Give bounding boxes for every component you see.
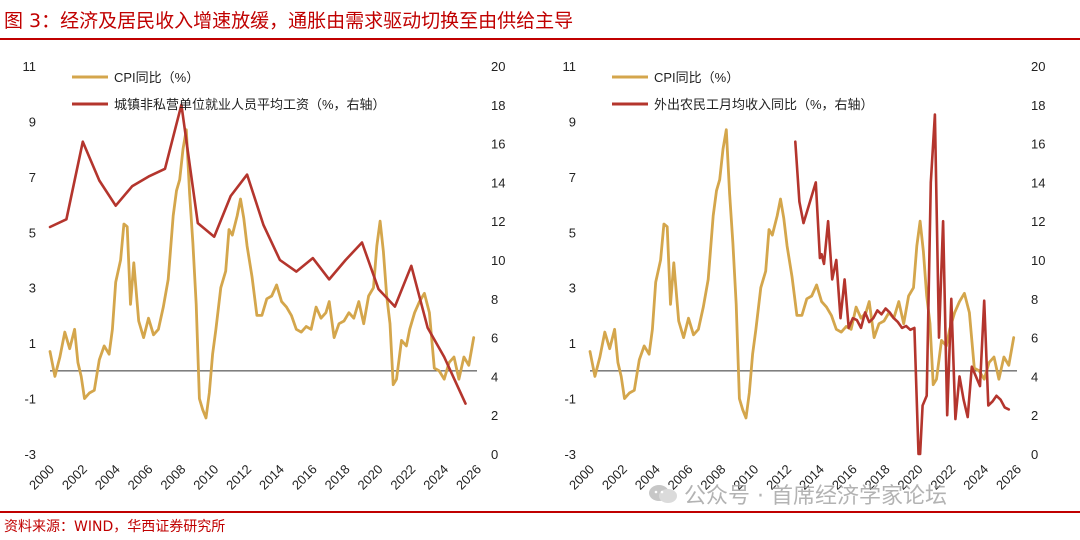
y-left-tick-label: 1 — [569, 336, 576, 351]
x-tick-label: 2010 — [190, 462, 221, 493]
x-tick-label: 2026 — [993, 462, 1024, 493]
y-right-tick-label: 2 — [1031, 408, 1038, 423]
y-right-tick-label: 16 — [1031, 137, 1045, 152]
y-left-tick-label: 5 — [29, 225, 36, 240]
y-right-tick-label: 18 — [491, 98, 505, 113]
y-right-tick-label: 8 — [491, 292, 498, 307]
x-tick-label: 2002 — [599, 462, 630, 493]
y-right-tick-label: 10 — [491, 253, 505, 268]
y-left-tick-label: -3 — [564, 447, 576, 462]
source-note: 资料来源：WIND，华西证券研究所 — [4, 519, 226, 535]
title-rule — [0, 38, 1080, 40]
y-left-tick-label: 1 — [29, 336, 36, 351]
y-left-tick-label: 9 — [29, 114, 36, 129]
y-left-tick-label: 5 — [569, 225, 576, 240]
y-left-tick-label: 3 — [569, 281, 576, 296]
x-tick-label: 2000 — [26, 462, 57, 493]
y-right-tick-label: 14 — [491, 175, 505, 190]
y-left-tick-label: 9 — [569, 114, 576, 129]
y-right-tick-label: 4 — [1031, 369, 1038, 384]
y-left-tick-label: 11 — [23, 59, 37, 74]
x-tick-label: 2014 — [256, 462, 287, 493]
x-tick-label: 2018 — [322, 462, 353, 493]
y-right-tick-label: 20 — [1031, 59, 1045, 74]
legend-label: 外出农民工月均收入同比（%，右轴） — [654, 97, 874, 112]
x-tick-label: 2024 — [960, 462, 991, 493]
y-right-tick-label: 12 — [1031, 214, 1045, 229]
y-right-tick-label: 8 — [1031, 292, 1038, 307]
y-left-tick-label: 7 — [29, 170, 36, 185]
x-tick-label: 2012 — [223, 462, 254, 493]
y-right-tick-label: 10 — [1031, 253, 1045, 268]
figure-title: 图 3：经济及居民收入增速放缓，通胀由需求驱动切换至由供给主导 — [4, 10, 574, 32]
x-tick-label: 2002 — [59, 462, 90, 493]
legend-label: 城镇非私营单位就业人员平均工资（%，右轴） — [114, 97, 386, 112]
x-tick-label: 2008 — [157, 462, 188, 493]
y-left-tick-label: 3 — [29, 281, 36, 296]
y-right-tick-label: 20 — [491, 59, 505, 74]
y-left-tick-label: 11 — [563, 59, 577, 74]
source-rule — [0, 511, 1080, 513]
series-line-income — [794, 113, 1011, 456]
y-right-tick-label: 0 — [1031, 447, 1038, 462]
series-line-cpi — [48, 128, 476, 420]
wechat-icon — [649, 485, 677, 503]
x-tick-label: 2016 — [289, 462, 320, 493]
x-tick-label: 2000 — [566, 462, 597, 493]
series-line-cpi — [588, 128, 1016, 420]
y-right-tick-label: 6 — [1031, 331, 1038, 346]
y-left-tick-label: 7 — [569, 170, 576, 185]
x-tick-label: 2006 — [125, 462, 156, 493]
series-line-income — [48, 103, 467, 405]
y-right-tick-label: 6 — [491, 331, 498, 346]
y-left-tick-label: -3 — [24, 447, 36, 462]
x-tick-label: 2022 — [387, 462, 418, 493]
y-right-tick-label: 12 — [491, 214, 505, 229]
y-right-tick-label: 14 — [1031, 175, 1045, 190]
legend-label: CPI同比（%） — [654, 70, 739, 85]
x-tick-label: 2004 — [92, 462, 123, 493]
y-left-tick-label: -1 — [24, 392, 36, 407]
x-tick-label: 2024 — [420, 462, 451, 493]
y-right-tick-label: 4 — [491, 369, 498, 384]
y-left-tick-label: -1 — [564, 392, 576, 407]
chart-left-cpi-vs-urban-wage: -3 -1 1 3 5 7 9 11 0 2 4 6 8 10 12 14 16 18 20 2000 2002 2004… — [23, 59, 506, 493]
x-tick-label: 2026 — [453, 462, 484, 493]
y-right-tick-label: 0 — [491, 447, 498, 462]
y-right-tick-label: 18 — [1031, 98, 1045, 113]
watermark: 公众号 · 首席经济学家论坛 — [648, 478, 947, 510]
y-right-tick-label: 16 — [491, 137, 505, 152]
watermark-text: 公众号 · 首席经济学家论坛 — [684, 484, 947, 509]
x-tick-label: 2020 — [355, 462, 386, 493]
legend-label: CPI同比（%） — [114, 70, 199, 85]
y-right-tick-label: 2 — [491, 408, 498, 423]
